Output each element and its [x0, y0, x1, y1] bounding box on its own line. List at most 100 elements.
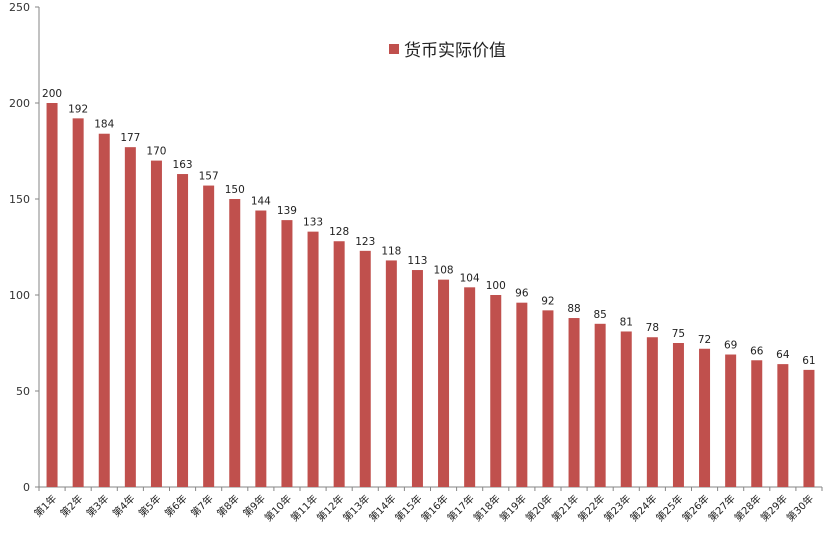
data-label: 72 [698, 334, 711, 346]
bar [725, 354, 737, 487]
bar [672, 343, 684, 487]
data-label: 66 [750, 345, 764, 357]
data-label: 96 [515, 288, 529, 300]
bar [411, 270, 423, 487]
x-tick-label: 第8年 [214, 492, 242, 520]
bar [229, 199, 241, 487]
data-label: 104 [460, 272, 480, 284]
bar [490, 295, 502, 487]
x-tick-label: 第21年 [549, 492, 581, 524]
bar [594, 323, 606, 487]
data-label: 133 [303, 217, 323, 229]
data-label: 163 [173, 159, 193, 171]
x-tick-label: 第16年 [418, 492, 450, 524]
x-tick-label: 第17年 [444, 492, 476, 524]
x-tick-label: 第3年 [84, 492, 112, 520]
y-axis: 0 50 100 150 200 250 [9, 1, 40, 494]
x-tick-label: 第15年 [392, 492, 424, 524]
y-tick-label: 100 [9, 289, 30, 302]
bar [542, 310, 554, 487]
data-label: 150 [225, 184, 245, 196]
data-label: 78 [646, 322, 659, 334]
data-label: 85 [593, 309, 606, 321]
data-label: 139 [277, 205, 297, 217]
bar [307, 231, 319, 487]
bar [281, 220, 293, 487]
bar-series [46, 103, 815, 488]
x-tick-label: 第4年 [110, 492, 138, 520]
bar [385, 260, 397, 487]
data-label: 92 [541, 295, 554, 307]
x-tick-label: 第29年 [758, 492, 790, 524]
data-label: 200 [42, 88, 62, 100]
x-tick-label: 第27年 [705, 492, 737, 524]
data-labels: 200 192 184 177 170 163 157 150 144 139 133 128 123 1… [42, 88, 816, 367]
x-tick-label: 第1年 [31, 492, 59, 520]
data-label: 118 [381, 245, 401, 257]
data-label: 108 [434, 265, 454, 277]
x-tick-label: 第28年 [732, 492, 764, 524]
legend: 货币实际价值 [389, 41, 506, 61]
y-tick-label: 50 [16, 385, 30, 398]
x-tick-label: 第6年 [162, 492, 190, 520]
x-tick-label: 第11年 [288, 492, 320, 524]
x-tick-label: 第19年 [497, 492, 529, 524]
x-tick-label: 第30年 [784, 492, 816, 524]
bar [568, 318, 580, 487]
bar [516, 302, 528, 487]
data-label: 123 [355, 236, 375, 248]
x-tick-label: 第24年 [627, 492, 659, 524]
x-tick-label: 第12年 [314, 492, 346, 524]
x-tick-label: 第26年 [679, 492, 711, 524]
bar [203, 185, 215, 487]
data-label: 184 [94, 119, 114, 131]
legend-label: 货币实际价值 [404, 41, 506, 61]
y-tick-label: 200 [9, 97, 30, 110]
data-label: 75 [672, 328, 685, 340]
y-tick-label: 150 [9, 193, 30, 206]
bar [359, 250, 371, 487]
bar [751, 360, 763, 487]
data-label: 113 [407, 255, 427, 267]
data-label: 100 [486, 280, 506, 292]
y-tick-label: 250 [9, 1, 30, 14]
data-label: 88 [567, 303, 580, 315]
data-label: 157 [199, 171, 219, 183]
bar [72, 118, 84, 488]
data-label: 69 [724, 340, 737, 352]
bar [98, 133, 110, 487]
bar [46, 103, 58, 487]
x-tick-label: 第20年 [523, 492, 555, 524]
bar [333, 241, 345, 487]
data-label: 177 [120, 132, 140, 144]
x-tick-label: 第14年 [366, 492, 398, 524]
x-tick-label: 第18年 [471, 492, 503, 524]
data-label: 192 [68, 103, 88, 115]
bar [150, 160, 162, 487]
x-tick-label: 第22年 [575, 492, 607, 524]
y-tick-label: 0 [23, 481, 30, 494]
x-tick-label: 第7年 [188, 492, 216, 520]
bar [464, 287, 476, 487]
x-tick-label: 第5年 [136, 492, 164, 520]
bar [177, 174, 189, 488]
bar [699, 348, 711, 487]
data-label: 61 [802, 355, 815, 367]
bar [646, 337, 658, 487]
x-tick-label: 第23年 [601, 492, 633, 524]
x-tick-label: 第25年 [653, 492, 685, 524]
bar [777, 364, 789, 487]
bar [255, 210, 267, 487]
bar [124, 147, 136, 487]
x-tick-label: 第2年 [57, 492, 85, 520]
legend-swatch [389, 44, 399, 54]
data-label: 81 [620, 316, 633, 328]
bar [620, 331, 632, 487]
x-tick-label: 第13年 [340, 492, 372, 524]
data-label: 170 [146, 146, 166, 158]
bar [803, 369, 815, 487]
x-axis: 第1年 第2年 第3年 第4年 第5年 第6年 第7年 第8年 第9年第10年第11年第12年第… [31, 486, 823, 524]
x-tick-label: 第10年 [262, 492, 294, 524]
data-label: 64 [776, 349, 790, 361]
